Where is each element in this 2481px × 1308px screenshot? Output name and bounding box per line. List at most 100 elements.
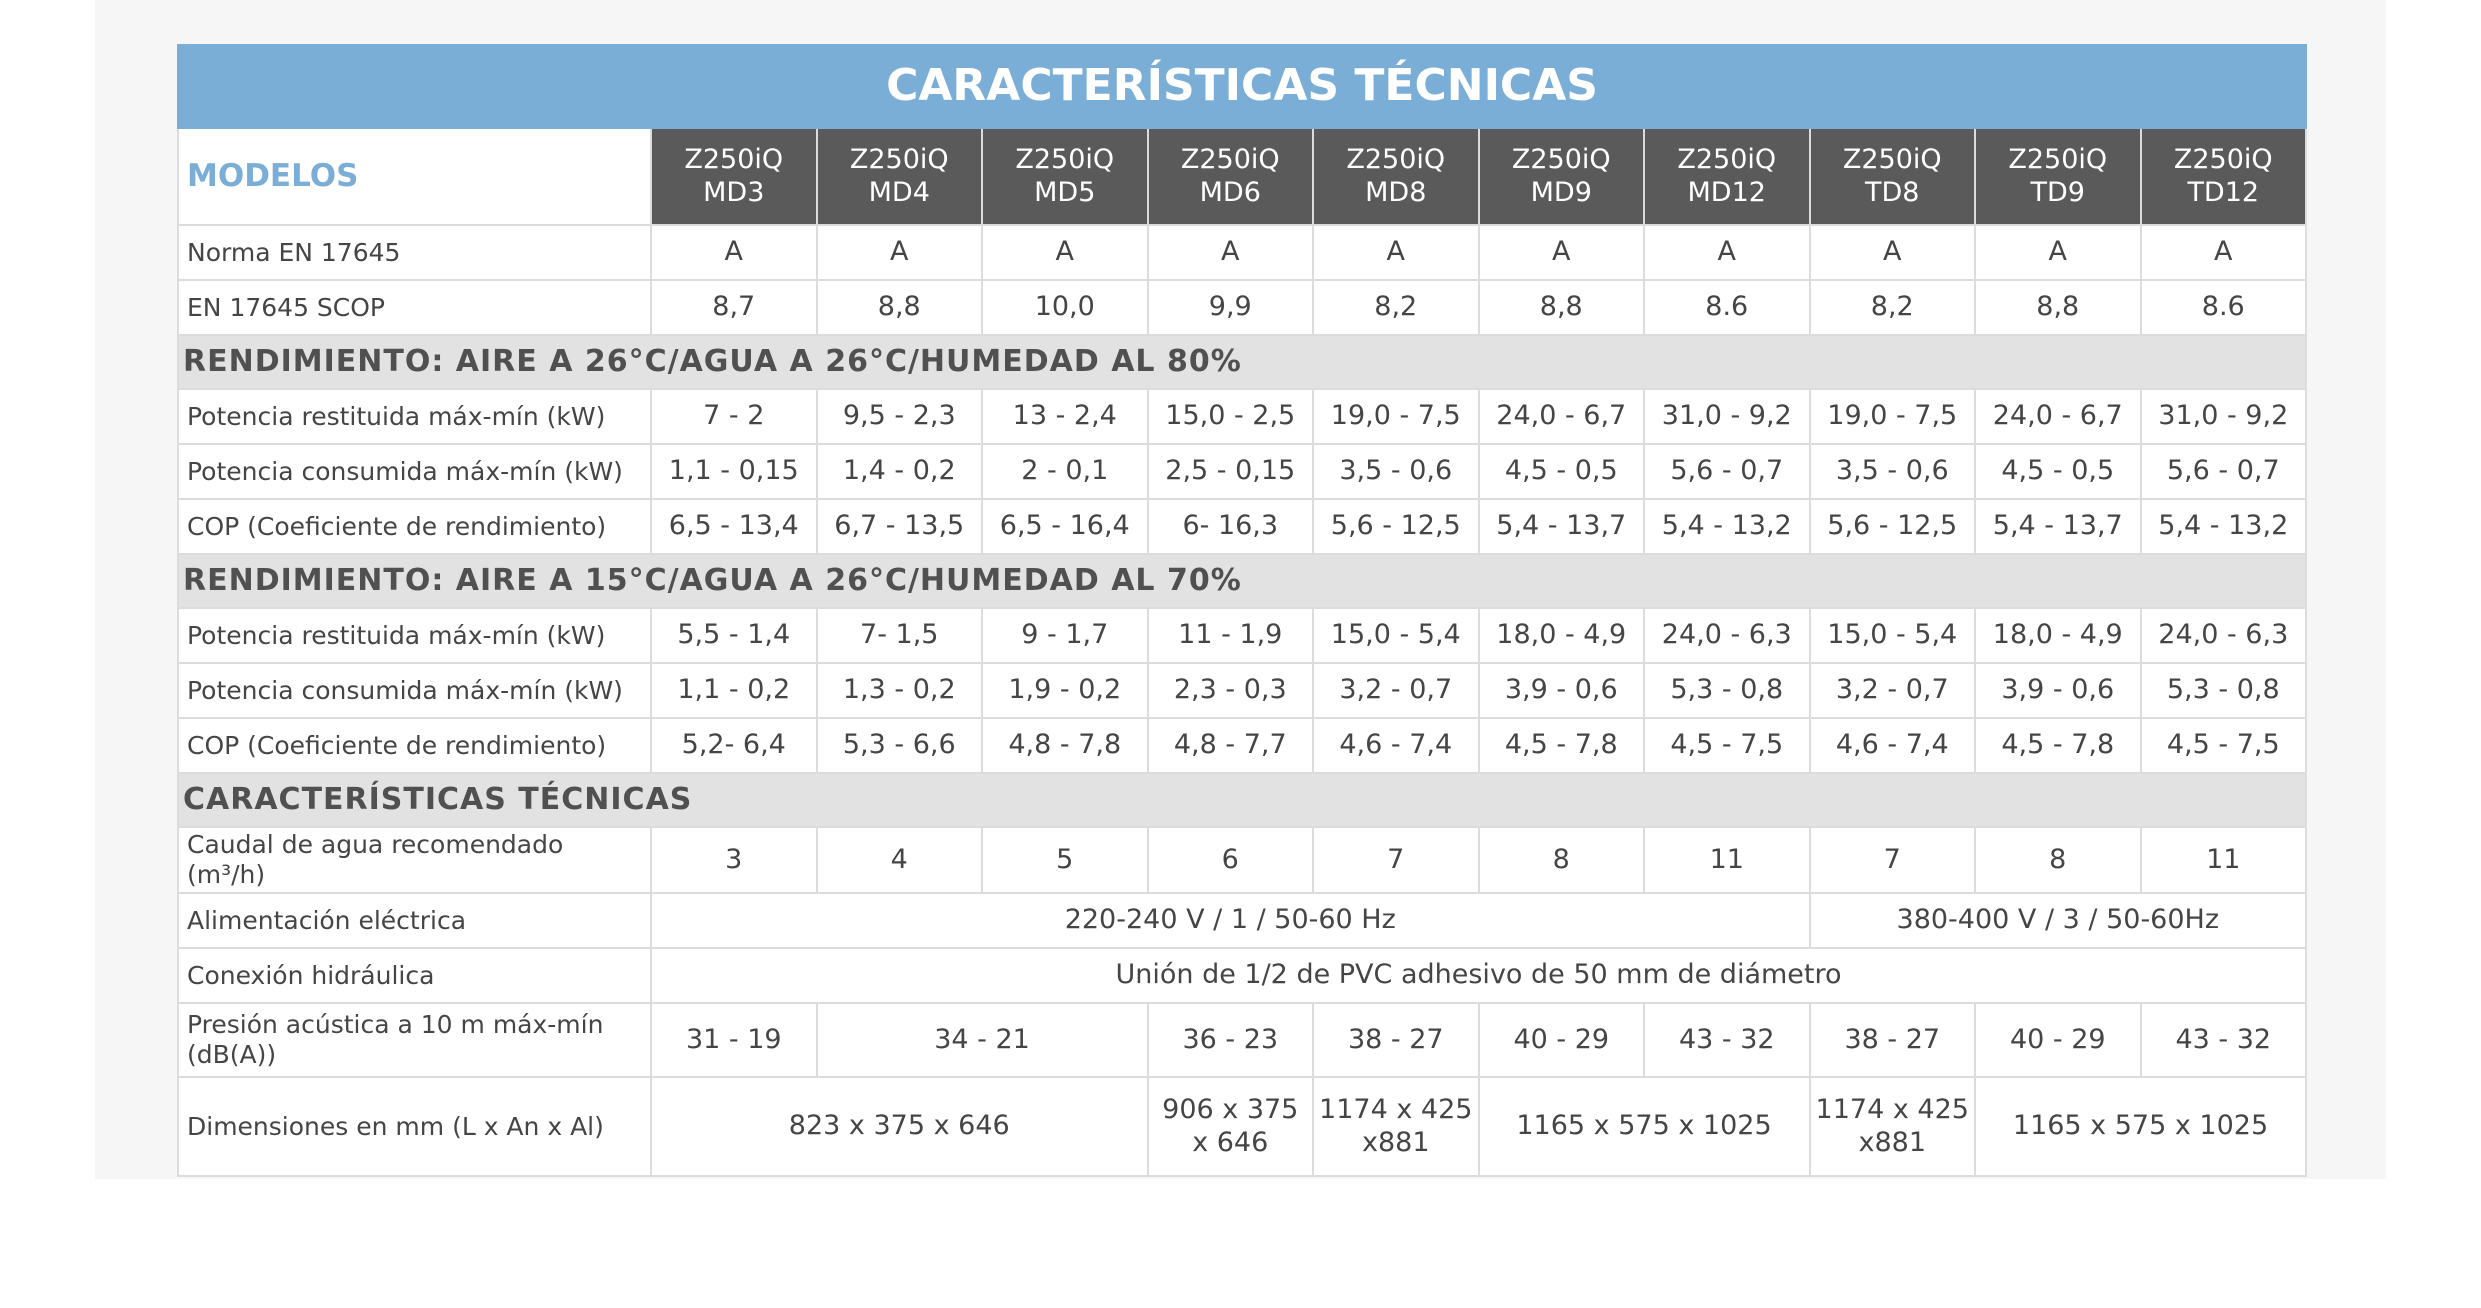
model-header: Z250iQ MD12 (1643, 127, 1811, 226)
data-row: Potencia consumida máx-mín (kW) 1,1 - 0,2… (177, 662, 2308, 719)
cell: 4,5 - 7,8 (1974, 717, 2142, 774)
cell: 4,5 - 7,8 (1477, 717, 1645, 774)
cell: 43 - 32 (2139, 1002, 2308, 1078)
cell: 5,3 - 6,6 (815, 717, 983, 774)
cell: 1,4 - 0,2 (815, 443, 983, 500)
cell: 1165 x 575 x 1025 (1973, 1076, 2308, 1177)
section-row: CARACTERÍSTICAS TÉCNICAS (176, 772, 2308, 828)
cell: 40 - 29 (1477, 1002, 1645, 1078)
cell: 3,5 - 0,6 (1808, 443, 1976, 500)
cell: 2 - 0,1 (981, 443, 1149, 500)
row-label: COP (Coeficiente de rendimiento) (177, 498, 652, 555)
cell: 6,5 - 13,4 (650, 498, 818, 555)
cell: 8,2 (1312, 279, 1480, 336)
model-name-line: TD8 (1865, 176, 1920, 208)
section-title: CARACTERÍSTICAS TÉCNICAS (176, 772, 2308, 828)
cell: 4,6 - 7,4 (1808, 717, 1976, 774)
section-title: RENDIMIENTO: AIRE A 15°C/AGUA A 26°C/HUM… (176, 553, 2308, 609)
cell: 38 - 27 (1312, 1002, 1480, 1078)
cell: 1,9 - 0,2 (981, 662, 1149, 719)
cell: 380-400 V / 3 / 50-60Hz (1808, 892, 2308, 949)
data-row: Potencia restituida máx-mín (kW) 5,5 - 1,… (177, 607, 2308, 664)
cell: 34 - 21 (815, 1002, 1149, 1078)
cell: 18,0 - 4,9 (1477, 607, 1645, 664)
cell: 5,4 - 13,7 (1477, 498, 1645, 555)
header-row: MODELOS Z250iQ MD3 Z250iQ MD4 Z250iQ MD5 Z250iQ… (177, 127, 2308, 226)
cell: 8 (1974, 826, 2142, 894)
cell: 4,5 - 7,5 (2139, 717, 2308, 774)
cell: 5,6 - 12,5 (1808, 498, 1976, 555)
cell: 43 - 32 (1643, 1002, 1811, 1078)
row-label: COP (Coeficiente de rendimiento) (177, 717, 652, 774)
cell: 8.6 (1643, 279, 1811, 336)
row-label: Potencia restituida máx-mín (kW) (177, 607, 652, 664)
cell: 9,9 (1146, 279, 1314, 336)
data-row: Alimentación eléctrica 220-240 V / 1 / 50… (177, 892, 2308, 949)
row-label: Potencia consumida máx-mín (kW) (177, 443, 652, 500)
model-name-line: MD4 (868, 176, 930, 208)
cell: 13 - 2,4 (981, 388, 1149, 445)
cell: 24,0 - 6,7 (1477, 388, 1645, 445)
cell: 6 (1146, 826, 1314, 894)
cell: 8,8 (1477, 279, 1645, 336)
data-row: Potencia consumida máx-mín (kW) 1,1 - 0,1… (177, 443, 2308, 500)
model-name-line: TD9 (2030, 176, 2085, 208)
row-label: Potencia consumida máx-mín (kW) (177, 662, 652, 719)
cell: 5,4 - 13,7 (1974, 498, 2142, 555)
model-name-line: Z250iQ (1346, 144, 1446, 176)
cell: 4,8 - 7,8 (981, 717, 1149, 774)
section-title: RENDIMIENTO: AIRE A 26°C/AGUA A 26°C/HUM… (176, 334, 2308, 390)
model-header: Z250iQ MD9 (1477, 127, 1645, 226)
cell: 15,0 - 5,4 (1312, 607, 1480, 664)
model-header: Z250iQ TD12 (2139, 127, 2308, 226)
cell: Unión de 1/2 de PVC adhesivo de 50 mm de… (649, 947, 2308, 1004)
row-label: Alimentación eléctrica (177, 892, 652, 949)
model-name-line: Z250iQ (684, 144, 784, 176)
cell: 5,6 - 0,7 (1643, 443, 1811, 500)
cell: 5 (981, 826, 1149, 894)
cell: 5,4 - 13,2 (1643, 498, 1811, 555)
model-name-line: Z250iQ (1015, 144, 1115, 176)
models-label: MODELOS (177, 127, 652, 226)
row-label: Potencia restituida máx-mín (kW) (177, 388, 652, 445)
model-header: Z250iQ MD8 (1312, 127, 1480, 226)
cell: 5,3 - 0,8 (2139, 662, 2308, 719)
cell: 1,1 - 0,15 (650, 443, 818, 500)
cell: 7 - 2 (650, 388, 818, 445)
cell: 24,0 - 6,7 (1974, 388, 2142, 445)
cell: 24,0 - 6,3 (2139, 607, 2308, 664)
cell: 5,6 - 0,7 (2139, 443, 2308, 500)
model-name-line: Z250iQ (849, 144, 949, 176)
cell: 1174 x 425 x881 (1312, 1076, 1480, 1177)
cell: A (650, 224, 818, 281)
model-header: Z250iQ MD4 (815, 127, 983, 226)
cell: 8 (1477, 826, 1645, 894)
cell: A (2139, 224, 2308, 281)
cell: 2,3 - 0,3 (1146, 662, 1314, 719)
cell: 6,7 - 13,5 (815, 498, 983, 555)
model-header: Z250iQ TD8 (1808, 127, 1976, 226)
model-name-line: Z250iQ (2173, 144, 2273, 176)
cell: 3 (650, 826, 818, 894)
cell: 6- 16,3 (1146, 498, 1314, 555)
cell: 19,0 - 7,5 (1808, 388, 1976, 445)
cell: 31 - 19 (650, 1002, 818, 1078)
cell: 18,0 - 4,9 (1974, 607, 2142, 664)
model-name-line: TD12 (2187, 176, 2260, 208)
cell: A (1312, 224, 1480, 281)
cell: A (1974, 224, 2142, 281)
cell: 8,8 (815, 279, 983, 336)
data-row: COP (Coeficiente de rendimiento) 6,5 - 13… (177, 498, 2308, 555)
cell: 5,5 - 1,4 (650, 607, 818, 664)
cell: 4 (815, 826, 983, 894)
cell: 3,2 - 0,7 (1312, 662, 1480, 719)
cell: 6,5 - 16,4 (981, 498, 1149, 555)
row-label: EN 17645 SCOP (177, 279, 652, 336)
model-name-line: Z250iQ (1842, 144, 1942, 176)
cell: 15,0 - 2,5 (1146, 388, 1314, 445)
cell: 4,5 - 0,5 (1974, 443, 2142, 500)
cell: 8,8 (1974, 279, 2142, 336)
cell: 823 x 375 x 646 (650, 1076, 1149, 1177)
cell: A (1146, 224, 1314, 281)
